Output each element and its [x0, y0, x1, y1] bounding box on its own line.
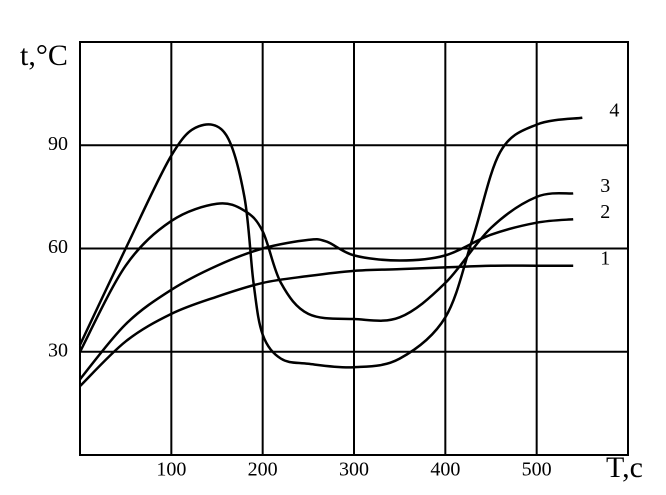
y-tick-label: 90 — [48, 133, 68, 155]
series-label: 3 — [600, 175, 610, 197]
line — [78, 191, 574, 353]
x-tick-label: 400 — [430, 459, 460, 481]
line — [79, 218, 574, 381]
x-tick-label: 200 — [248, 459, 278, 481]
x-tick-label: 100 — [156, 459, 186, 481]
x-tick-label: 500 — [522, 459, 552, 481]
y-tick-label: 30 — [48, 339, 68, 361]
y-axis-title: t,°C — [20, 39, 68, 72]
x-tick-label: 300 — [339, 459, 369, 481]
y-tick-label: 60 — [48, 236, 68, 258]
series-label: 4 — [609, 99, 619, 121]
series-label: 2 — [600, 201, 610, 223]
series-label: 1 — [600, 247, 610, 269]
line — [79, 264, 574, 388]
line — [78, 116, 583, 369]
x-axis-title: T,c — [606, 451, 643, 484]
